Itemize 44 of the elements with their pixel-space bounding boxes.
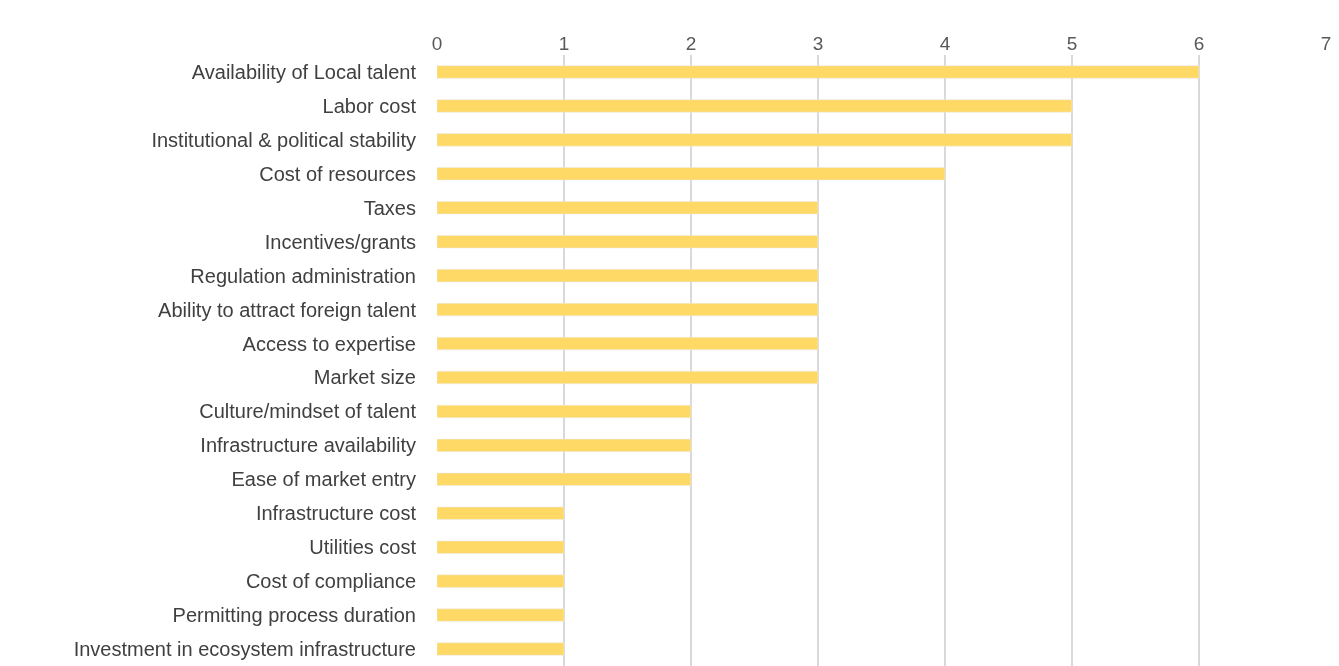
- y-tick-label: Availability of Local talent: [191, 60, 417, 83]
- bar: [437, 438, 692, 452]
- x-tick-label: 2: [685, 33, 697, 55]
- y-tick-label: Labor cost: [322, 94, 417, 117]
- bar: [437, 540, 565, 554]
- x-tick-label: 1: [558, 33, 570, 55]
- y-tick-label: Cost of compliance: [245, 570, 416, 593]
- y-tick-label: Ease of market entry: [231, 468, 416, 491]
- x-tick-label: 5: [1066, 33, 1078, 55]
- y-tick-label: Infrastructure cost: [255, 502, 417, 525]
- y-tick-label: Investment in ecosystem infrastructure: [73, 638, 416, 661]
- y-tick-label: Utilities cost: [309, 536, 417, 559]
- y-tick-label: Taxes: [363, 196, 416, 219]
- bar: [437, 472, 692, 486]
- bar: [437, 642, 565, 656]
- bar: [437, 269, 819, 283]
- x-tick-label: 0: [431, 33, 443, 55]
- y-tick-label: Regulation administration: [190, 264, 416, 287]
- bar: [437, 235, 819, 249]
- bar: [437, 574, 565, 588]
- y-tick-label: Ability to attract foreign talent: [158, 298, 417, 321]
- y-tick-label: Permitting process duration: [172, 604, 416, 627]
- bar: [437, 506, 565, 520]
- bar: [437, 99, 1073, 113]
- x-tick-label: 6: [1193, 33, 1205, 55]
- x-tick-label: 7: [1320, 33, 1332, 55]
- bar: [437, 303, 819, 317]
- y-tick-label: Incentives/grants: [264, 230, 416, 253]
- x-tick-label: 3: [812, 33, 824, 55]
- y-tick-label: Access to expertise: [242, 332, 416, 355]
- bar: [437, 201, 819, 215]
- bar: [437, 370, 819, 384]
- bar: [437, 133, 1073, 147]
- bar: [437, 404, 692, 418]
- y-tick-label: Infrastructure availability: [200, 434, 416, 457]
- x-tick-label: 4: [939, 33, 951, 55]
- bar: [437, 167, 946, 181]
- bar: [437, 65, 1200, 79]
- y-tick-label: Institutional & political stability: [151, 128, 416, 151]
- y-tick-label: Market size: [313, 366, 416, 389]
- bar: [437, 608, 565, 622]
- bar: [437, 337, 819, 351]
- y-tick-label: Culture/mindset of talent: [199, 400, 417, 423]
- y-tick-label: Cost of resources: [259, 162, 416, 185]
